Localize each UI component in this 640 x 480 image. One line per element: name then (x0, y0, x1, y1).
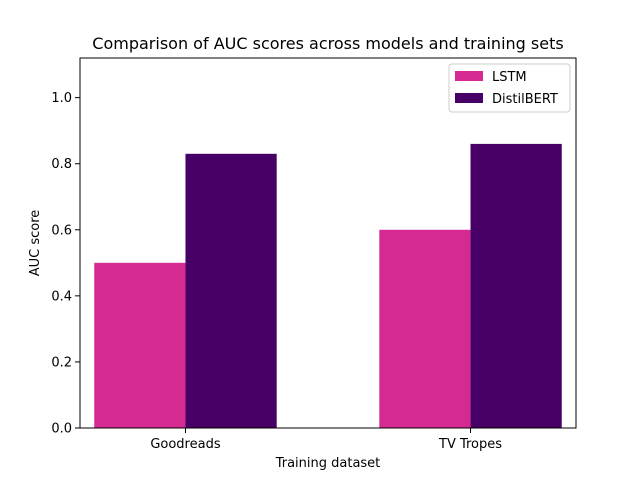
bar-distilbert-tv-tropes (470, 143, 562, 428)
y-tick-label: 0.4 (51, 289, 72, 304)
y-axis-label: AUC score (28, 210, 43, 277)
y-tick-label: 0.0 (51, 422, 72, 437)
y-tick-label: 1.0 (51, 91, 72, 106)
x-axis: Goodreads TV Tropes (150, 428, 502, 452)
legend-swatch-distilbert (455, 93, 483, 103)
legend-label-distilbert: DistilBERT (492, 92, 558, 107)
legend-swatch-lstm (455, 71, 483, 81)
legend-label-lstm: LSTM (492, 70, 527, 85)
bar-distilbert-goodreads (185, 153, 277, 428)
x-axis-label: Training dataset (275, 456, 381, 471)
plot-frame (79, 57, 577, 429)
chart-title: Comparison of AUC scores across models a… (92, 34, 563, 53)
bar-lstm-goodreads (94, 262, 186, 428)
y-axis: 0.0 0.2 0.4 0.6 0.8 1.0 (51, 91, 80, 437)
legend: LSTM DistilBERT (448, 63, 571, 113)
x-tick-label: TV Tropes (438, 437, 502, 452)
x-tick-label: Goodreads (150, 437, 221, 452)
bars-group (94, 143, 562, 428)
y-tick-label: 0.8 (51, 157, 72, 172)
bar-lstm-tv-tropes (379, 229, 471, 428)
y-tick-label: 0.6 (51, 223, 72, 238)
y-tick-label: 0.2 (51, 355, 72, 370)
